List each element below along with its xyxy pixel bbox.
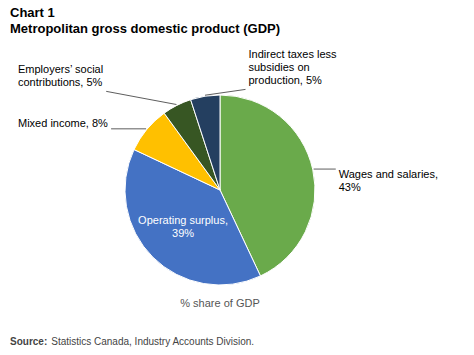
source-text: Statistics Canada, Industry Accounts Div… [51, 336, 254, 347]
x-axis-label: % share of GDP [180, 297, 259, 309]
leader-line [205, 89, 246, 95]
slice-label: Employers’ socialcontributions, 5% [18, 63, 103, 88]
pie-slice [191, 95, 220, 190]
subtitle: Metropolitan gross domestic product (GDP… [10, 21, 280, 36]
pie [125, 95, 315, 285]
slice-label: Wages and salaries,43% [339, 168, 438, 193]
leader-line [314, 169, 336, 170]
chart: Chart 1Metropolitan gross domestic produ… [0, 0, 474, 355]
slice-label: Operating surplus,39% [138, 214, 228, 239]
leader-line [111, 128, 146, 129]
slice-label: Indirect taxes lesssubsidies onproductio… [249, 48, 338, 86]
title: Chart 1 [10, 5, 55, 20]
labels: Wages and salaries,43% Operating surplus,… [18, 48, 438, 239]
source-label: Source: [10, 336, 47, 347]
slice-label: Mixed income, 8% [18, 117, 108, 129]
leader-line [106, 91, 176, 104]
